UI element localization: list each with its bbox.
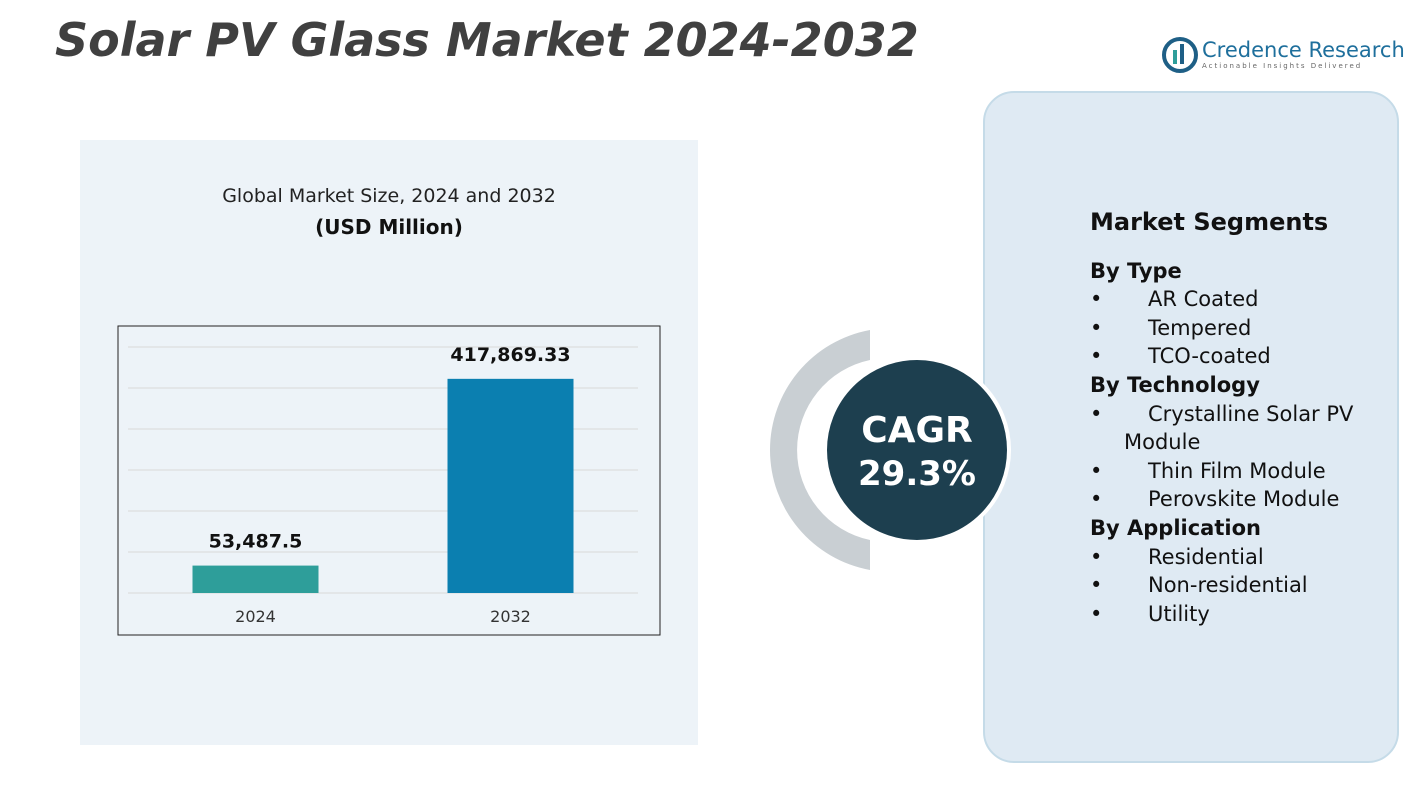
segment-item: AR Coated — [1090, 285, 1380, 314]
segment-item: Non-residential — [1090, 571, 1380, 600]
segments: Market Segments By TypeAR CoatedTempered… — [1090, 208, 1380, 628]
plot: 53,487.5 2024 417,869.33 2032 — [128, 344, 638, 626]
cagr-value: 29.3% — [858, 454, 976, 494]
tagline: Actionable Insights Delivered — [1202, 62, 1362, 70]
x-tick-label: 2032 — [490, 607, 531, 626]
x-tick-label: 2024 — [235, 607, 276, 626]
logo-icon — [1180, 44, 1184, 64]
cagr-label: CAGR — [861, 410, 973, 451]
logo-icon — [1173, 50, 1177, 64]
brand: Credence Research — [1202, 38, 1405, 62]
segment-group: By Technology — [1090, 372, 1260, 397]
page-title: Solar PV Glass Market 2024-2032 — [55, 13, 919, 67]
segment-group: By Type — [1090, 258, 1182, 283]
logo: Credence Research Actionable Insights De… — [1162, 37, 1405, 73]
bar — [447, 378, 574, 593]
segment-item: Tempered — [1090, 314, 1380, 343]
cagr-circle — [823, 356, 1011, 544]
segment-group: By Application — [1090, 515, 1261, 540]
value-label: 417,869.33 — [450, 344, 570, 366]
cagr-ring — [769, 330, 870, 570]
bar — [192, 565, 319, 593]
segment-item: Thin Film Module — [1090, 457, 1380, 486]
plot-frame — [117, 325, 661, 636]
chart-title: Global Market Size, 2024 and 2032 — [222, 185, 556, 207]
segment-item: Utility — [1090, 600, 1380, 629]
segment-item: Residential — [1090, 543, 1380, 572]
value-label: 53,487.5 — [209, 531, 303, 553]
chart-subtitle: (USD Million) — [315, 215, 463, 239]
segment-item: TCO-coated — [1090, 342, 1380, 371]
segment-item: Crystalline Solar PV Module — [1090, 400, 1380, 457]
chart-panel — [80, 140, 698, 745]
segments-title: Market Segments — [1090, 208, 1329, 236]
logo-icon — [1162, 37, 1198, 73]
segment-item: Perovskite Module — [1090, 485, 1380, 514]
